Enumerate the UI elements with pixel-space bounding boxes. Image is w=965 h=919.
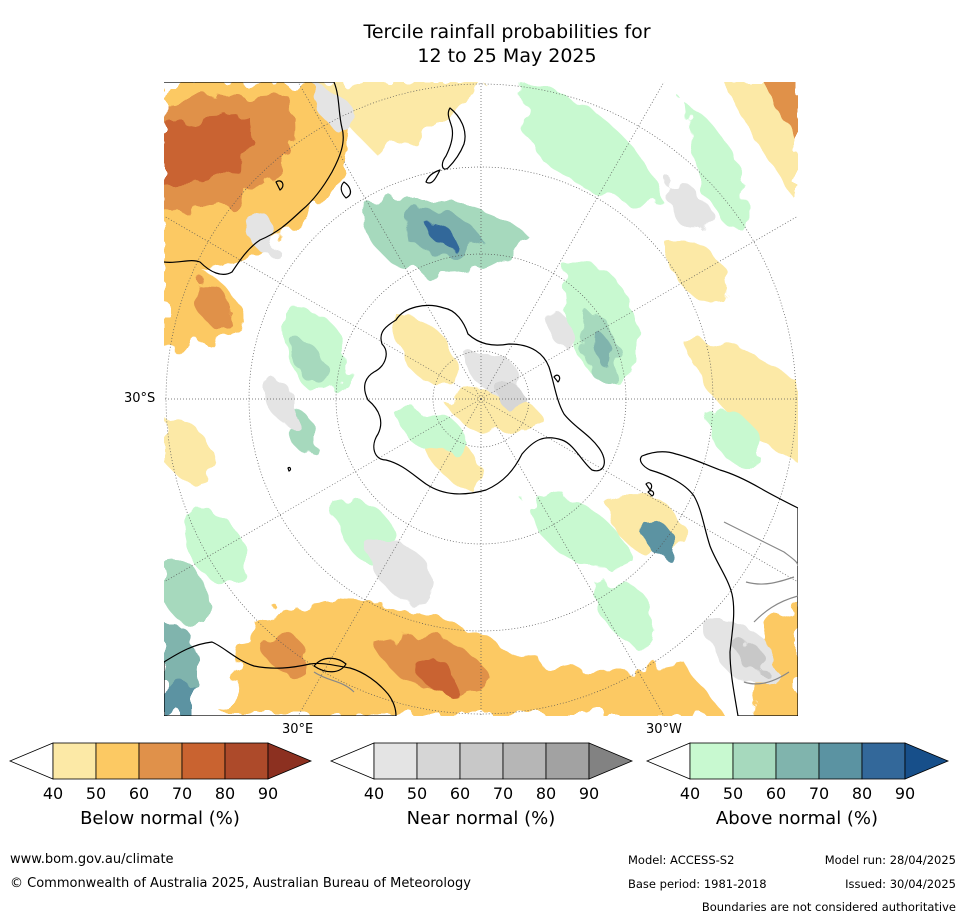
australia-coast <box>164 82 344 275</box>
colorbar-title-below: Below normal (%) <box>80 808 240 829</box>
tick-label: 80 <box>851 784 873 803</box>
tick-label: 40 <box>363 784 385 803</box>
antarctica-coast <box>364 304 605 495</box>
colorbar-swatch <box>181 742 226 780</box>
tick-label: 50 <box>85 784 107 803</box>
longitude-label-30e: 30°E <box>282 722 314 737</box>
colorbar-swatch <box>138 742 183 780</box>
colorbar-extend-high <box>588 742 634 780</box>
colorbar-near-normal-svg <box>329 742 634 780</box>
south-america-coast <box>639 451 798 716</box>
colorbar-swatch <box>224 742 269 780</box>
colorbar-swatch <box>775 742 820 780</box>
tick-label: 80 <box>535 784 557 803</box>
colorbar-near-normal <box>329 742 634 780</box>
map-title: Tercile rainfall probabilities for 12 to… <box>0 20 965 68</box>
colorbar-swatch <box>459 742 504 780</box>
colorbar-swatch <box>373 742 418 780</box>
polar-map <box>164 82 798 716</box>
tick-label: 60 <box>449 784 471 803</box>
coastlines <box>164 82 798 716</box>
colorbar-extend-low <box>645 742 691 780</box>
longitude-label-30w: 30°W <box>646 722 682 737</box>
tick-label: 70 <box>492 784 514 803</box>
colorbar-swatch <box>545 742 590 780</box>
issued-info: Issued: 30/04/2025 <box>845 877 956 891</box>
model-info: Model: ACCESS-S2 <box>628 853 735 867</box>
colorbar-above-normal <box>645 742 950 780</box>
colorbar-below-normal-svg <box>8 742 313 780</box>
tick-label: 40 <box>42 784 64 803</box>
colorbar-swatch <box>732 742 777 780</box>
colorbar-title-near: Near normal (%) <box>406 808 556 829</box>
colorbar-swatch <box>52 742 97 780</box>
title-line-2: 12 to 25 May 2025 <box>417 45 597 67</box>
tick-label: 60 <box>128 784 150 803</box>
website-link[interactable]: www.bom.gov.au/climate <box>10 852 174 867</box>
probability-shading <box>164 82 798 716</box>
colorbar-below-normal <box>8 742 313 780</box>
copyright-text: © Commonwealth of Australia 2025, Austra… <box>10 876 471 891</box>
tick-label: 50 <box>406 784 428 803</box>
colorbar-swatch <box>95 742 140 780</box>
colorbar-extend-low <box>329 742 375 780</box>
tick-label: 90 <box>257 784 279 803</box>
country-boundaries <box>313 521 798 693</box>
boundaries-disclaimer: Boundaries are not considered authoritat… <box>701 900 956 914</box>
latitude-label-30s: 30°S <box>124 391 156 406</box>
colorbar-extend-low <box>8 742 54 780</box>
colorbar-swatch <box>416 742 461 780</box>
title-line-1: Tercile rainfall probabilities for <box>363 21 651 43</box>
tick-label: 40 <box>679 784 701 803</box>
tick-label: 50 <box>722 784 744 803</box>
colorbar-swatch <box>861 742 906 780</box>
colorbar-extend-high <box>267 742 313 780</box>
tick-label: 70 <box>171 784 193 803</box>
tick-label: 90 <box>578 784 600 803</box>
colorbar-swatch <box>689 742 734 780</box>
colorbar-title-above: Above normal (%) <box>715 808 879 829</box>
tick-label: 70 <box>808 784 830 803</box>
model-run-info: Model run: 28/04/2025 <box>824 853 956 867</box>
africa-coast <box>164 641 397 716</box>
new-zealand-coast <box>441 107 466 170</box>
tick-label: 90 <box>894 784 916 803</box>
base-period-info: Base period: 1981-2018 <box>628 877 767 891</box>
graticule <box>164 82 798 716</box>
polar-map-svg <box>164 82 798 716</box>
colorbar-swatch <box>502 742 547 780</box>
colorbar-swatch <box>818 742 863 780</box>
colorbar-extend-high <box>904 742 950 780</box>
colorbar-above-normal-svg <box>645 742 950 780</box>
tick-label: 80 <box>214 784 236 803</box>
tick-label: 60 <box>765 784 787 803</box>
